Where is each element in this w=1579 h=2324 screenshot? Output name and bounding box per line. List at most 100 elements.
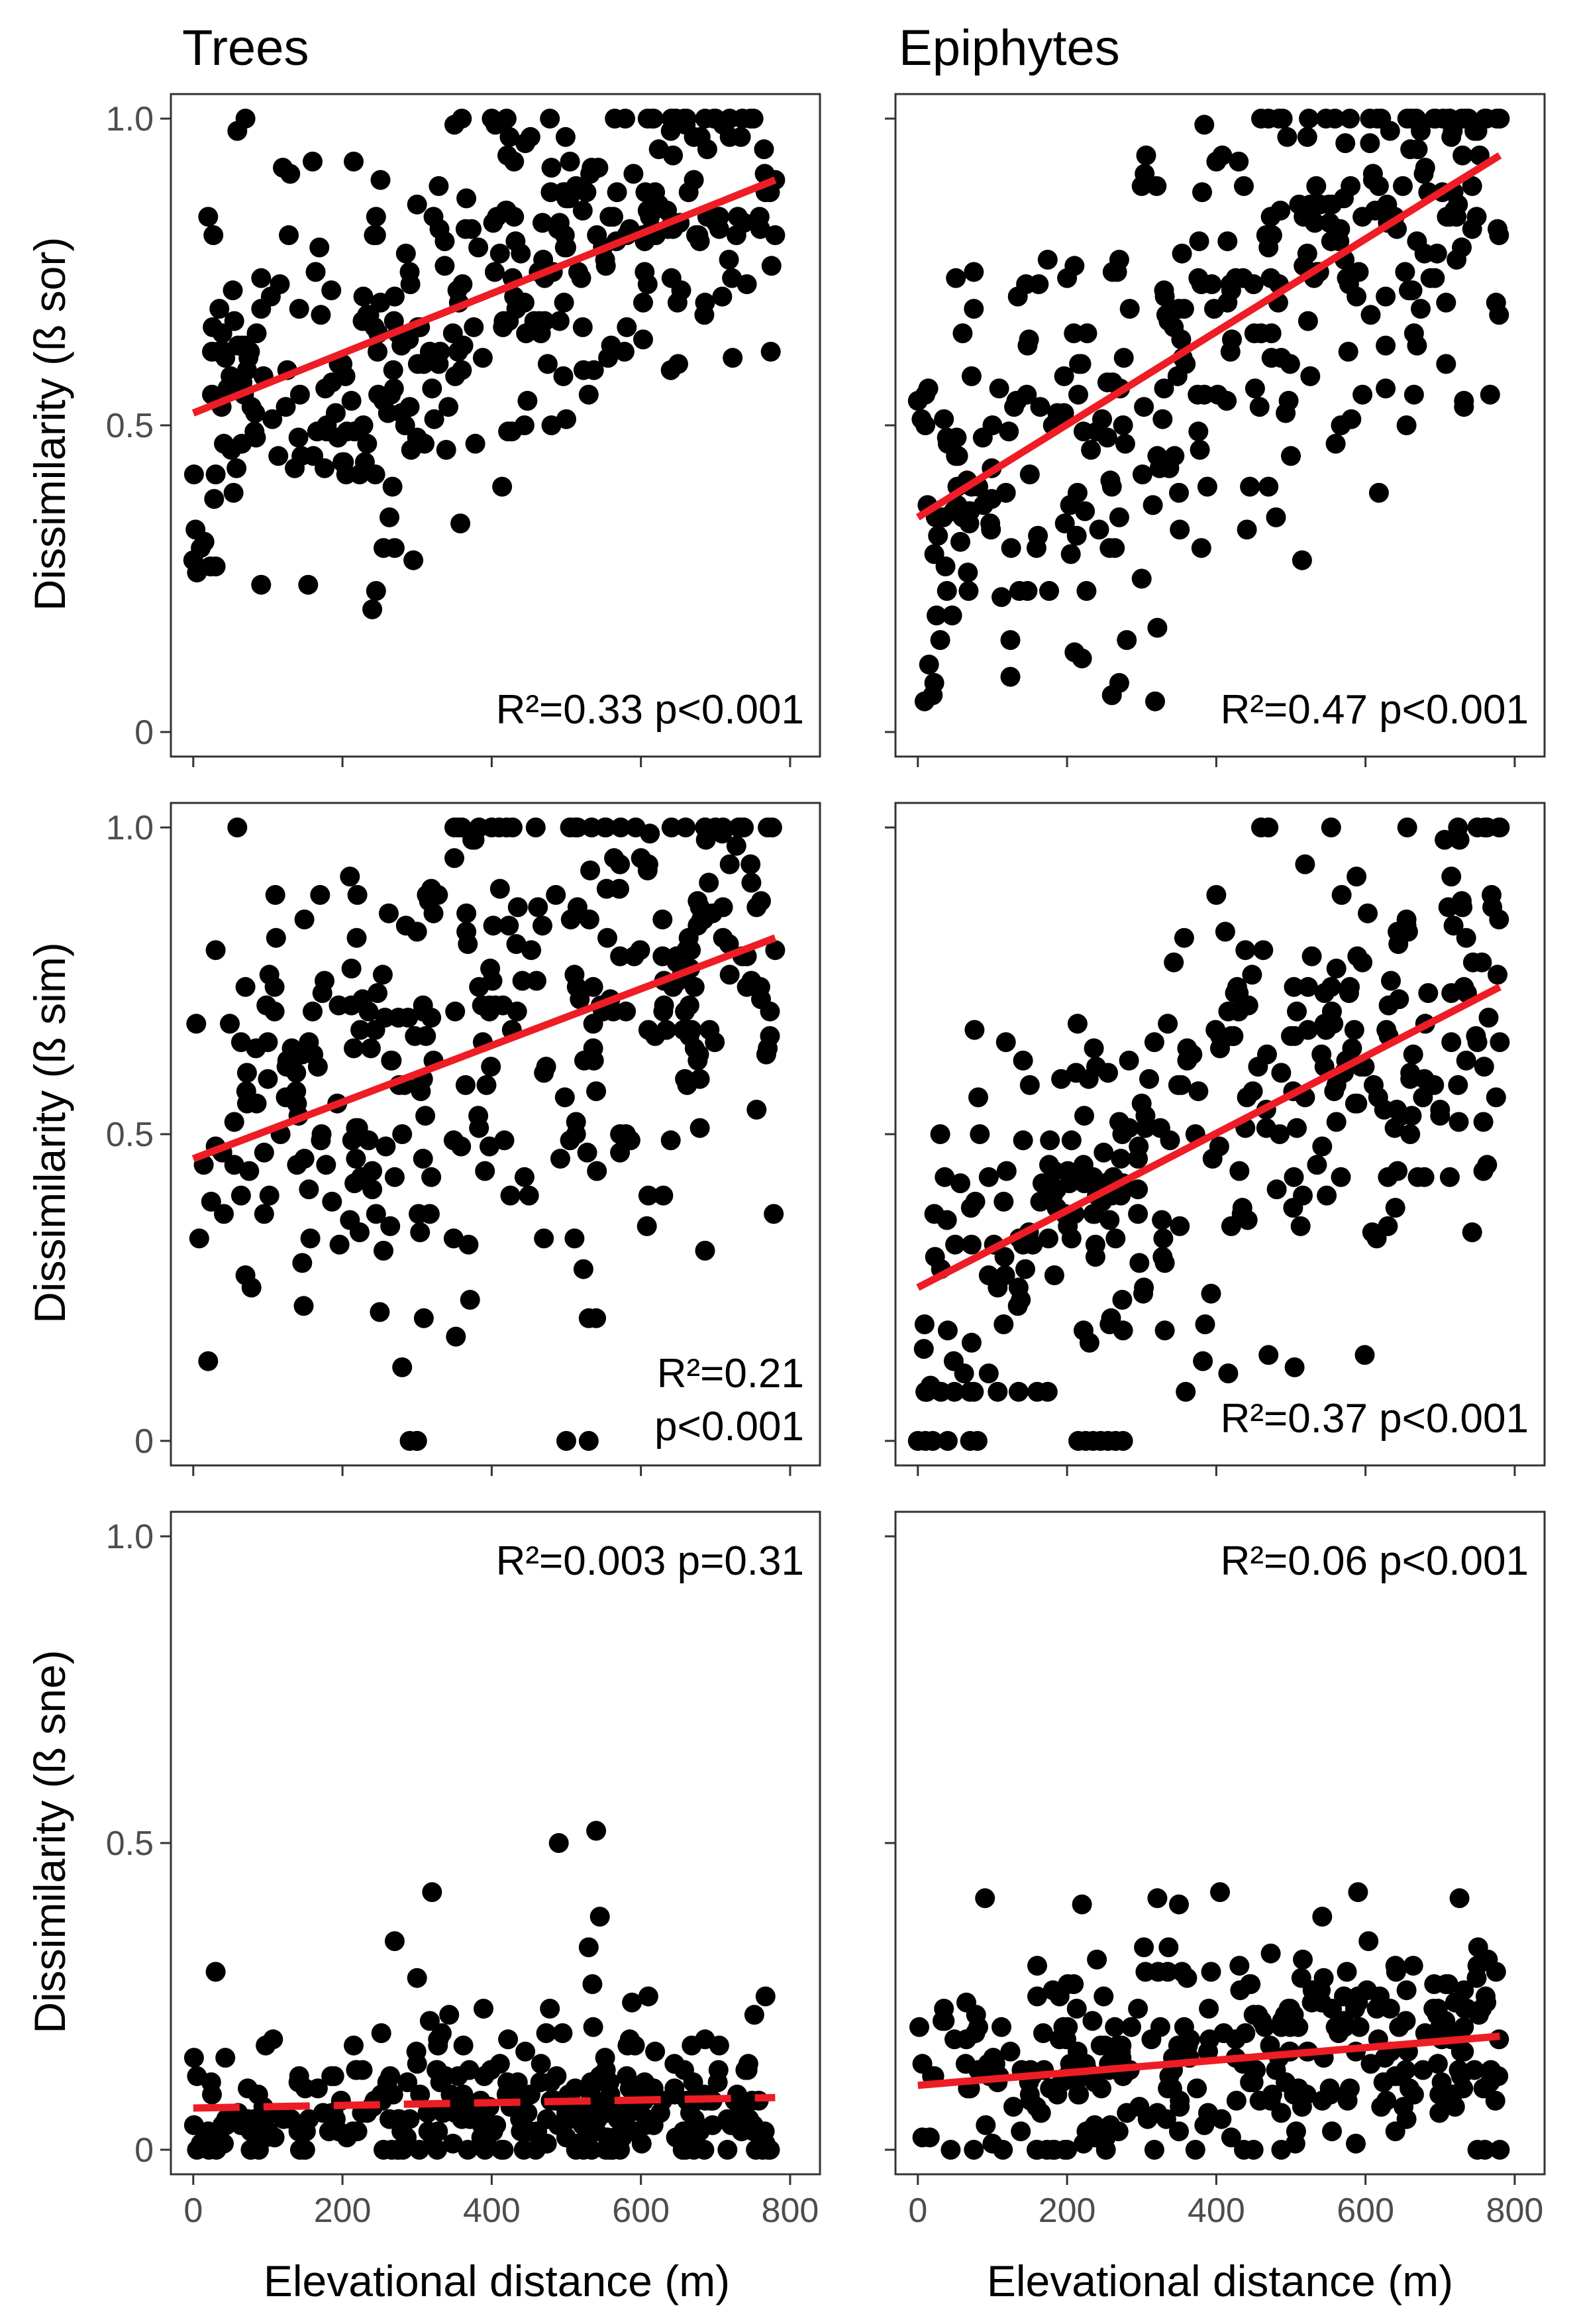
data-point bbox=[1347, 946, 1368, 967]
data-point bbox=[740, 854, 761, 874]
data-point bbox=[359, 305, 380, 325]
data-point bbox=[1476, 1986, 1496, 2007]
data-point bbox=[346, 927, 367, 948]
data-point bbox=[1309, 194, 1330, 215]
data-point bbox=[1076, 581, 1097, 601]
data-point bbox=[370, 1302, 390, 1322]
data-point bbox=[729, 818, 749, 837]
stat-annotation-line: p<0.001 bbox=[654, 1404, 804, 1450]
data-point bbox=[1001, 538, 1021, 558]
data-point bbox=[1462, 1222, 1482, 1243]
data-point bbox=[1261, 348, 1282, 368]
data-point bbox=[1253, 940, 1274, 961]
data-point bbox=[421, 1167, 442, 1187]
data-point bbox=[1100, 470, 1121, 491]
data-point bbox=[440, 2084, 461, 2105]
row-y-label-sne: Dissimilarity (ß sne) bbox=[25, 1650, 74, 2033]
data-point bbox=[1454, 391, 1474, 411]
data-point bbox=[1344, 1020, 1364, 1040]
data-point bbox=[1085, 1247, 1105, 1267]
data-point bbox=[537, 354, 558, 374]
data-point bbox=[1195, 1314, 1215, 1334]
data-point bbox=[1249, 2090, 1270, 2111]
data-point bbox=[251, 574, 272, 595]
data-point bbox=[1058, 1974, 1078, 1994]
data-point bbox=[1488, 965, 1507, 985]
data-point bbox=[540, 109, 560, 129]
data-point bbox=[455, 219, 476, 239]
data-point bbox=[1389, 2017, 1409, 2037]
data-point bbox=[439, 2005, 460, 2025]
data-point bbox=[1325, 433, 1346, 454]
data-point bbox=[1312, 1907, 1333, 1927]
data-point bbox=[1027, 1956, 1047, 1976]
data-point bbox=[223, 280, 243, 301]
data-point bbox=[475, 1161, 495, 1181]
data-point bbox=[1424, 1075, 1445, 1095]
data-point bbox=[1376, 2090, 1397, 2111]
data-point bbox=[1136, 145, 1156, 166]
data-point bbox=[239, 1161, 260, 1181]
data-point bbox=[1325, 109, 1345, 129]
data-point bbox=[1015, 1259, 1035, 1279]
data-point bbox=[281, 1038, 302, 1059]
data-point bbox=[417, 2103, 438, 2123]
data-point bbox=[212, 323, 232, 344]
data-point bbox=[224, 311, 244, 331]
data-point bbox=[450, 513, 471, 534]
data-point bbox=[1306, 176, 1327, 196]
data-point bbox=[1119, 1118, 1139, 1138]
data-point bbox=[1044, 1265, 1064, 1285]
data-point bbox=[1449, 1112, 1469, 1132]
data-point bbox=[322, 1191, 342, 1212]
data-point bbox=[1297, 127, 1317, 147]
data-point bbox=[1387, 1100, 1407, 1120]
data-point bbox=[1167, 366, 1188, 386]
data-point bbox=[1362, 170, 1383, 190]
data-point bbox=[1017, 581, 1038, 601]
data-point bbox=[1201, 1962, 1221, 1982]
data-point bbox=[587, 225, 607, 245]
data-point bbox=[315, 971, 334, 991]
data-point bbox=[452, 274, 473, 294]
data-point bbox=[1128, 1179, 1148, 1200]
data-point bbox=[1170, 519, 1190, 540]
data-point bbox=[1352, 384, 1373, 405]
data-point bbox=[428, 884, 448, 905]
data-point bbox=[548, 219, 568, 239]
data-point bbox=[224, 1155, 244, 1175]
data-point bbox=[746, 1100, 767, 1120]
data-point bbox=[410, 2084, 431, 2105]
data-point bbox=[407, 427, 427, 448]
data-point bbox=[1074, 1106, 1094, 1126]
data-point bbox=[329, 995, 349, 1016]
data-point bbox=[1169, 2121, 1189, 2142]
data-point bbox=[1307, 1155, 1327, 1175]
data-point bbox=[1061, 1130, 1082, 1151]
data-point bbox=[597, 927, 617, 948]
data-point bbox=[689, 1118, 710, 1138]
data-point bbox=[1272, 2011, 1292, 2031]
data-point bbox=[483, 916, 503, 936]
data-point bbox=[950, 1173, 970, 1194]
data-point bbox=[1061, 1228, 1082, 1249]
data-point bbox=[719, 854, 740, 874]
data-point bbox=[400, 274, 421, 294]
data-point bbox=[515, 133, 536, 154]
data-point bbox=[1299, 109, 1319, 129]
data-point bbox=[205, 556, 226, 576]
data-point bbox=[1287, 1118, 1307, 1138]
data-point bbox=[946, 446, 966, 466]
data-point bbox=[554, 292, 574, 313]
data-point bbox=[660, 1130, 681, 1151]
data-point bbox=[1094, 1142, 1114, 1163]
data-point bbox=[1462, 176, 1482, 196]
data-point bbox=[712, 286, 733, 307]
data-point bbox=[919, 2127, 940, 2148]
data-point bbox=[460, 1290, 480, 1310]
data-point bbox=[1358, 1931, 1379, 1952]
data-point bbox=[1134, 397, 1154, 417]
data-point bbox=[407, 354, 428, 374]
data-point bbox=[1105, 1228, 1126, 1249]
data-point bbox=[1128, 1204, 1148, 1224]
